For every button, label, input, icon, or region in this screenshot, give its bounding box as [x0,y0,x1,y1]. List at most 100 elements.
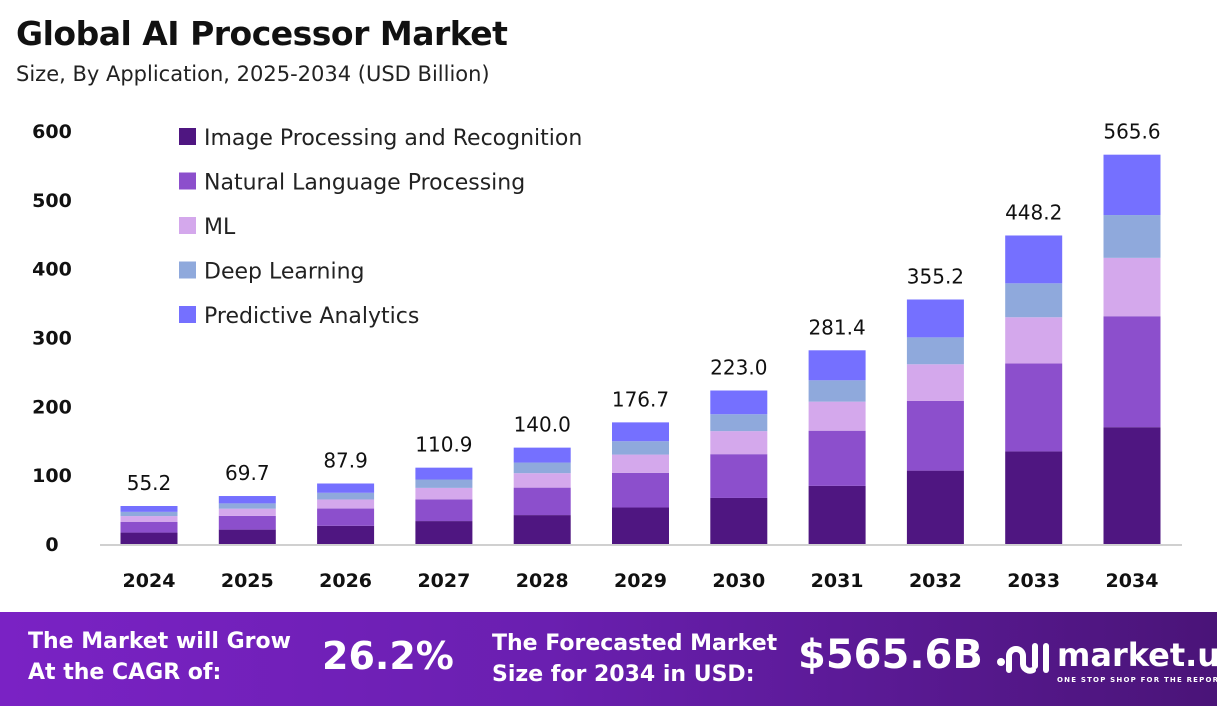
total-label: 448.2 [1005,200,1062,224]
total-label: 223.0 [710,356,767,380]
bar-segment [120,532,178,544]
cagr-label-line1: The Market will Grow [28,629,291,654]
total-label: 355.2 [907,265,964,289]
bar-segment [808,430,866,486]
bar-segment [1103,316,1161,428]
total-label: 281.4 [808,315,865,339]
logo-tagline: ONE STOP SHOP FOR THE REPORTS [1057,676,1217,684]
bar-segment [120,521,178,533]
bar-segment [906,470,964,544]
forecast-label-line2: Size for 2034 in USD: [492,662,755,687]
footer-banner: The Market will Grow At the CAGR of: 26.2… [0,612,1217,706]
cagr-value: 26.2% [322,634,454,678]
chart-subtitle: Size, By Application, 2025-2034 (USD Bil… [16,62,490,86]
total-label: 565.6 [1103,120,1160,144]
forecast-label-line1: The Forecasted Market [492,631,778,656]
bar-segment [1005,283,1063,318]
bar-segment [710,497,768,544]
legend-label: Predictive Analytics [204,304,419,329]
cagr-label: The Market will Grow At the CAGR of: [28,626,291,688]
bar-segment [710,414,768,432]
y-tick-label: 400 [32,259,72,281]
bar-segment [317,499,375,509]
legend-swatch [179,172,196,190]
x-tick-label: 2026 [319,570,372,592]
y-tick-label: 0 [45,534,58,556]
x-tick-label: 2030 [712,570,765,592]
legend-label: Natural Language Processing [204,171,525,196]
y-tick-label: 600 [32,121,72,143]
x-tick-label: 2034 [1106,570,1159,592]
total-label: 140.0 [514,413,571,437]
cagr-label-line2: At the CAGR of: [28,660,222,685]
x-tick-label: 2029 [614,570,667,592]
bar-segment [1103,257,1161,317]
chart-title: Global AI Processor Market [16,14,508,53]
total-label: 110.9 [415,433,472,457]
forecast-label: The Forecasted Market Size for 2034 in US… [492,628,777,690]
logo-icon [997,643,1049,674]
bar-segment [1103,154,1161,216]
bar-segment [710,431,768,455]
bar-segment [317,508,375,526]
bar-segment [906,337,964,365]
bar-segment [513,515,571,544]
y-tick-label: 500 [32,190,72,212]
x-tick-label: 2033 [1007,570,1060,592]
bar-segment [513,487,571,516]
forecast-value: $565.6B [798,632,983,678]
bar-segment [808,350,866,381]
y-tick-label: 200 [32,396,72,418]
legend-label: Image Processing and Recognition [204,126,582,151]
bar-segment [317,483,375,493]
y-tick-label: 300 [32,328,72,350]
bar-segment [612,472,669,508]
total-label: 87.9 [323,448,368,472]
bar-segment [1005,235,1063,284]
bar-segment [218,503,276,509]
total-label: 176.7 [612,387,669,411]
legend-swatch [179,128,196,145]
x-tick-label: 2024 [123,570,176,592]
x-tick-label: 2028 [516,570,569,592]
bar-segment [612,454,669,473]
bar-segment [415,479,473,488]
bar-segment [612,441,669,455]
bar-segment [120,511,178,517]
bar-segment [218,508,276,516]
x-tick-label: 2032 [909,570,962,592]
bar-segment [218,529,276,544]
logo-name: market.us [1057,636,1217,674]
bar-segment [710,390,768,415]
total-label: 55.2 [127,471,172,495]
bar-segment [218,515,276,530]
bar-segment [415,499,473,522]
bar-segment [1005,317,1063,364]
bar-segment [612,507,669,544]
bar-segment [1005,451,1063,544]
bar-segment [415,487,473,500]
bar-segment [513,473,571,488]
bar-segment [1103,427,1161,544]
x-tick-label: 2025 [221,570,274,592]
total-label: 69.7 [225,461,270,485]
bar-segment [218,496,276,504]
x-tick-label: 2027 [417,570,470,592]
bar-segment [906,364,964,401]
bar-segment [415,521,473,544]
bar-segment [317,492,375,500]
legend-swatch [179,261,196,279]
bar-segment [513,447,571,463]
y-tick-label: 100 [32,465,72,487]
bar-segment [317,525,375,544]
legend-swatch [179,306,196,323]
legend-label: Deep Learning [204,260,364,285]
bar-segment [710,454,768,498]
bar-segment [808,401,866,431]
bar-segment [120,506,178,512]
bar-segment [513,462,571,474]
bar-segment [808,485,866,544]
bar-segment [1103,215,1161,258]
bar-segment [415,467,473,480]
stacked-bar-chart: 0 100 200 300 400 500 600 55.2 2024 69.7 2025 87.9 2… [32,120,1182,592]
